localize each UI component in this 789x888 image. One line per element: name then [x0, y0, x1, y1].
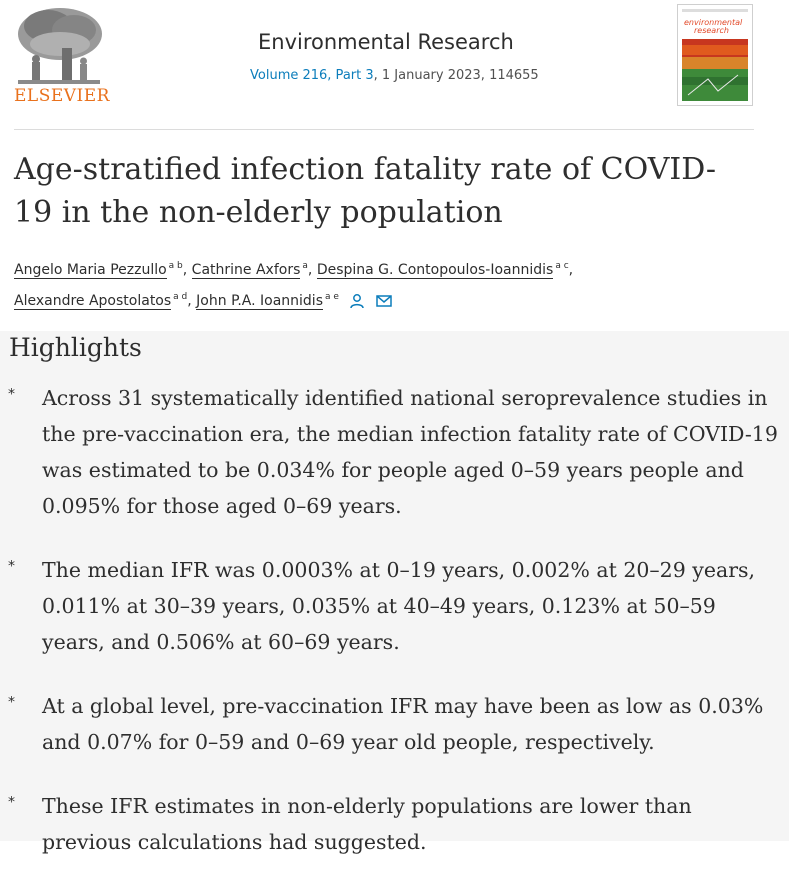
author-list: Angelo Maria Pezzullo a b, Cathrine Axfor… — [14, 261, 574, 310]
journal-issue-info: Volume 216, Part 3, 1 January 2023, 1146… — [250, 68, 539, 83]
highlight-text: At a global level, pre-vaccination IFR m… — [42, 694, 764, 754]
author-link[interactable]: John P.A. Ioannidis — [196, 293, 323, 310]
journal-cover-image[interactable]: environmental research — [677, 4, 753, 106]
highlight-text: Across 31 systematically identified nati… — [42, 386, 778, 518]
cover-title-line-2: research — [694, 26, 729, 35]
publisher-name: ELSEVIER — [14, 86, 110, 106]
highlight-text: The median IFR was 0.0003% at 0–19 years… — [42, 558, 756, 654]
list-item: ⁎ The median IFR was 0.0003% at 0–19 yea… — [0, 552, 789, 660]
bullet-marker: ⁎ — [8, 554, 15, 570]
article-header: ELSEVIER Environmental Research Volume 2… — [0, 0, 789, 130]
bullet-marker: ⁎ — [8, 690, 15, 706]
author-link[interactable]: Alexandre Apostolatos — [14, 293, 172, 310]
person-icon[interactable] — [349, 293, 365, 309]
list-item: ⁎ At a global level, pre-vaccination IFR… — [0, 688, 789, 760]
list-item: ⁎ Across 31 systematically identified na… — [0, 380, 789, 524]
issue-date-article-number: , 1 January 2023, 114655 — [373, 68, 539, 83]
author-affiliation-sup[interactable]: a c — [555, 261, 569, 271]
highlights-heading: Highlights — [9, 333, 142, 362]
journal-title[interactable]: Environmental Research — [258, 30, 514, 54]
author-affiliation-sup[interactable]: a b — [168, 261, 183, 271]
cover-title-line-1: environmental — [684, 18, 743, 27]
author-link[interactable]: Despina G. Contopoulos-Ioannidis — [316, 262, 554, 279]
author-link[interactable]: Angelo Maria Pezzullo — [14, 262, 167, 279]
header-divider — [14, 129, 754, 130]
author-affiliation-sup[interactable]: a e — [325, 292, 339, 302]
volume-part-link[interactable]: Volume 216, Part 3 — [250, 68, 374, 83]
author-affiliation-sup[interactable]: a — [302, 261, 308, 271]
author-link[interactable]: Cathrine Axfors — [191, 262, 301, 279]
author-affiliation-sup[interactable]: a d — [173, 292, 188, 302]
highlights-section: Highlights ⁎ Across 31 systematically id… — [0, 331, 789, 854]
highlight-text: These IFR estimates in non-elderly popul… — [42, 794, 692, 854]
envelope-icon[interactable] — [376, 294, 392, 308]
bullet-marker: ⁎ — [8, 790, 15, 806]
highlights-list: ⁎ Across 31 systematically identified na… — [0, 380, 789, 888]
elsevier-tree-logo-icon[interactable] — [8, 4, 108, 108]
journal-cover-art: environmental research — [678, 5, 752, 105]
list-item: ⁎ These IFR estimates in non-elderly pop… — [0, 788, 789, 860]
article-title: Age-stratified infection fatality rate o… — [14, 152, 716, 230]
bullet-marker: ⁎ — [8, 382, 15, 398]
